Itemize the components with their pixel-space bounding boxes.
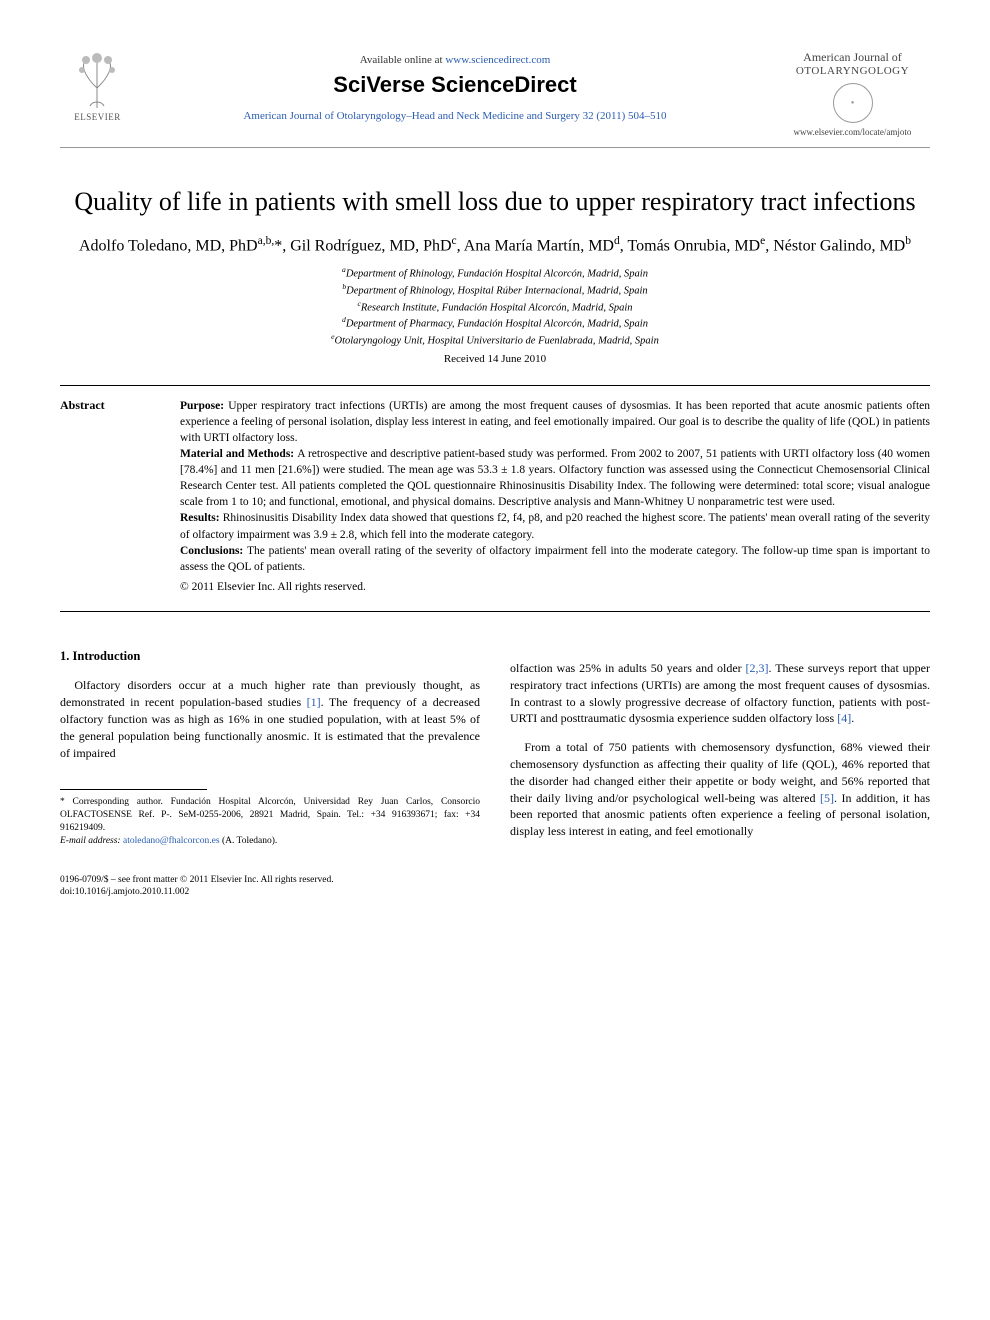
methods-label: Material and Methods: — [180, 448, 297, 460]
affiliation-a: aDepartment of Rhinology, Fundación Hosp… — [60, 265, 930, 282]
affiliations-block: aDepartment of Rhinology, Fundación Hosp… — [60, 265, 930, 349]
intro-paragraph-1-right: olfaction was 25% in adults 50 years and… — [510, 660, 930, 727]
publisher-name: ELSEVIER — [74, 112, 121, 122]
purpose-label: Purpose: — [180, 400, 228, 412]
center-header: Available online at www.sciencedirect.co… — [135, 50, 775, 130]
journal-url[interactable]: www.elsevier.com/locate/amjoto — [775, 127, 930, 137]
ref-4[interactable]: [4] — [837, 711, 851, 725]
intro-paragraph-1-left: Olfactory disorders occur at a much high… — [60, 677, 480, 761]
authors-line: Adolfo Toledano, MD, PhDa,b,*, Gil Rodrí… — [60, 233, 930, 258]
corresponding-email[interactable]: atoledano@fhalcorcon.es — [123, 836, 220, 846]
footnote-separator — [60, 789, 207, 790]
received-date: Received 14 June 2010 — [60, 353, 930, 365]
page-container: ELSEVIER Available online at www.science… — [0, 0, 990, 938]
column-left: 1. Introduction Olfactory disorders occu… — [60, 648, 480, 898]
purpose-text: Upper respiratory tract infections (URTI… — [180, 400, 930, 444]
journal-seal-icon: ● — [833, 83, 873, 123]
journal-block: American Journal of OTOLARYNGOLOGY ● www… — [775, 50, 930, 137]
email-line: E-mail address: atoledano@fhalcorcon.es … — [60, 835, 480, 848]
elsevier-tree-icon — [70, 50, 125, 110]
doi-line: doi:10.1016/j.amjoto.2010.11.002 — [60, 886, 480, 898]
available-prefix: Available online at — [360, 54, 446, 66]
abstract-body: Purpose: Upper respiratory tract infecti… — [180, 398, 930, 595]
results-label: Results: — [180, 512, 223, 524]
ref-5[interactable]: [5] — [820, 791, 834, 805]
publisher-logo: ELSEVIER — [60, 50, 135, 122]
results-text: Rhinosinusitis Disability Index data sho… — [180, 512, 930, 540]
brand-logo: SciVerse ScienceDirect — [135, 72, 775, 98]
section-1-heading: 1. Introduction — [60, 648, 480, 666]
citation-line: American Journal of Otolaryngology–Head … — [135, 110, 775, 122]
bottom-meta: 0196-0709/$ – see front matter © 2011 El… — [60, 874, 480, 899]
abstract-bottom-rule — [60, 611, 930, 612]
article-title: Quality of life in patients with smell l… — [60, 186, 930, 219]
available-online-line: Available online at www.sciencedirect.co… — [135, 54, 775, 66]
intro-paragraph-2: From a total of 750 patients with chemos… — [510, 739, 930, 840]
corresponding-text: * Corresponding author. Fundación Hospit… — [60, 796, 480, 834]
conclusions-text: The patients' mean overall rating of the… — [180, 545, 930, 573]
affiliation-e: eOtolaryngology Unit, Hospital Universit… — [60, 332, 930, 349]
affiliation-b: bDepartment of Rhinology, Hospital Rúber… — [60, 282, 930, 299]
ref-1[interactable]: [1] — [307, 695, 321, 709]
sciencedirect-url[interactable]: www.sciencedirect.com — [445, 54, 550, 66]
abstract-top-rule — [60, 385, 930, 386]
abstract-label: Abstract — [60, 398, 150, 595]
affiliation-d: dDepartment of Pharmacy, Fundación Hospi… — [60, 315, 930, 332]
abstract-copyright: © 2011 Elsevier Inc. All rights reserved… — [180, 579, 930, 595]
header-rule — [60, 147, 930, 148]
ref-2-3[interactable]: [2,3] — [746, 661, 769, 675]
header-row: ELSEVIER Available online at www.science… — [60, 50, 930, 137]
affiliation-c: cResearch Institute, Fundación Hospital … — [60, 299, 930, 316]
corresponding-footnote: * Corresponding author. Fundación Hospit… — [60, 796, 480, 847]
journal-name-line2: OTOLARYNGOLOGY — [775, 65, 930, 77]
column-right: olfaction was 25% in adults 50 years and… — [510, 648, 930, 898]
journal-name-line1: American Journal of — [775, 50, 930, 65]
issn-line: 0196-0709/$ – see front matter © 2011 El… — [60, 874, 480, 886]
abstract-block: Abstract Purpose: Upper respiratory trac… — [60, 392, 930, 605]
body-columns: 1. Introduction Olfactory disorders occu… — [60, 648, 930, 898]
conclusions-label: Conclusions: — [180, 545, 247, 557]
